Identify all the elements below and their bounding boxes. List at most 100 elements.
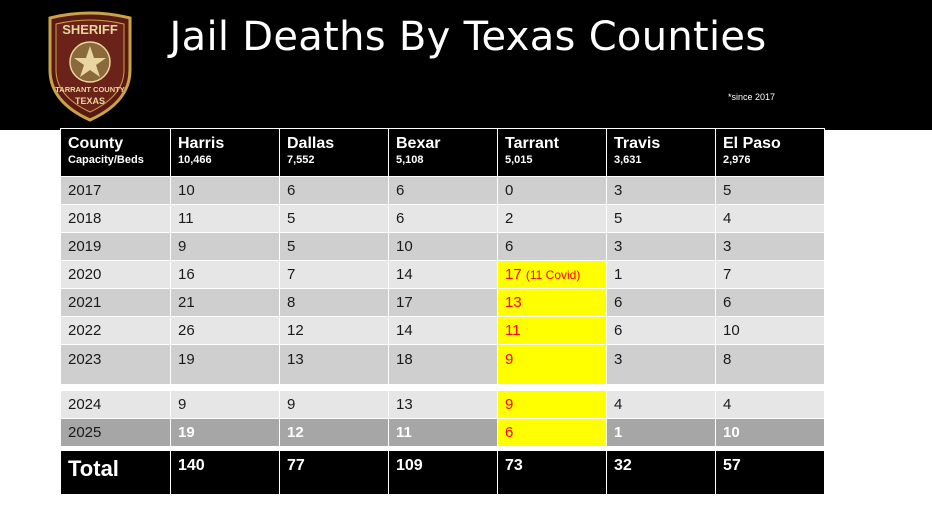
value-cell: 10 [715, 418, 825, 447]
value-cell: 3 [606, 232, 716, 261]
value-cell: 10 [715, 316, 825, 345]
jail-deaths-table: County Capacity/Beds Harris 10,466 Dallas 7… [60, 128, 825, 495]
value-cell: 9 [170, 390, 280, 419]
page-title: Jail Deaths By Texas Counties [169, 14, 767, 60]
tarrant-highlight-cell: 11 [497, 316, 607, 345]
total-cell: 140 [170, 450, 280, 495]
value-cell: 6 [388, 204, 498, 233]
value-cell: 12 [279, 418, 389, 447]
tarrant-highlight-cell: 17 (11 Covid) [497, 260, 607, 289]
header-banner: SHERIFF TARRANT COUNTY TEXAS Jail Deaths… [0, 0, 932, 130]
table-row: 2021 21 8 17 13 6 6 [60, 288, 825, 317]
svg-text:TEXAS: TEXAS [75, 96, 105, 106]
table-row: 2019 9 5 10 6 3 3 [60, 232, 825, 261]
header-cell-dallas: Dallas 7,552 [279, 128, 389, 177]
row-spacer [60, 384, 825, 391]
since-note: *since 2017 [728, 92, 776, 102]
value-cell: 1 [606, 260, 716, 289]
value-cell: 21 [170, 288, 280, 317]
value-cell: 26 [170, 316, 280, 345]
table-row: 2022 26 12 14 11 6 10 [60, 316, 825, 345]
value-cell: 7 [279, 260, 389, 289]
total-row: Total 140 77 109 73 32 57 [60, 450, 825, 495]
svg-text:TARRANT COUNTY: TARRANT COUNTY [55, 85, 124, 94]
value-text: 17 [505, 266, 522, 283]
value-cell: 3 [606, 344, 716, 385]
value-cell: 11 [388, 418, 498, 447]
header-cell-harris: Harris 10,466 [170, 128, 280, 177]
year-cell: 2024 [60, 390, 171, 419]
value-cell: 4 [715, 204, 825, 233]
value-cell: 1 [606, 418, 716, 447]
year-cell: 2025 [60, 418, 171, 447]
table-row: 2017 10 6 6 0 3 5 [60, 176, 825, 205]
value-cell: 10 [170, 176, 280, 205]
value-cell: 19 [170, 344, 280, 385]
year-cell: 2020 [60, 260, 171, 289]
tarrant-highlight-cell: 9 [497, 390, 607, 419]
table-row: 2020 16 7 14 17 (11 Covid) 1 7 [60, 260, 825, 289]
table-row: 2018 11 5 6 2 5 4 [60, 204, 825, 233]
total-cell: 73 [497, 450, 607, 495]
value-cell: 6 [497, 232, 607, 261]
value-cell: 6 [388, 176, 498, 205]
value-cell: 8 [715, 344, 825, 385]
value-cell: 5 [279, 232, 389, 261]
header-row: County Capacity/Beds Harris 10,466 Dallas 7… [60, 128, 825, 177]
value-cell: 5 [606, 204, 716, 233]
tarrant-highlight-cell: 9 [497, 344, 607, 385]
covid-note: (11 Covid) [525, 268, 581, 282]
value-cell: 13 [388, 390, 498, 419]
value-cell: 8 [279, 288, 389, 317]
header-cell-el-paso: El Paso 2,976 [715, 128, 825, 177]
value-cell: 4 [606, 390, 716, 419]
header-cell-bexar: Bexar 5,108 [388, 128, 498, 177]
value-cell: 3 [606, 176, 716, 205]
value-cell: 9 [170, 232, 280, 261]
value-cell: 16 [170, 260, 280, 289]
value-cell: 17 [388, 288, 498, 317]
svg-text:SHERIFF: SHERIFF [62, 22, 118, 37]
value-cell: 11 [170, 204, 280, 233]
total-cell: 109 [388, 450, 498, 495]
value-cell: 14 [388, 316, 498, 345]
value-cell: 10 [388, 232, 498, 261]
value-cell: 6 [606, 288, 716, 317]
tarrant-highlight-cell: 6 [497, 418, 607, 447]
value-cell: 9 [279, 390, 389, 419]
total-cell: 32 [606, 450, 716, 495]
total-cell: 57 [715, 450, 825, 495]
value-cell: 2 [497, 204, 607, 233]
value-cell: 14 [388, 260, 498, 289]
year-cell: 2023 [60, 344, 171, 385]
total-label: Total [60, 450, 171, 495]
value-cell: 13 [279, 344, 389, 385]
year-cell: 2018 [60, 204, 171, 233]
value-cell: 6 [606, 316, 716, 345]
value-cell: 7 [715, 260, 825, 289]
header-cell-tarrant: Tarrant 5,015 [497, 128, 607, 177]
table-row: 2023 19 13 18 9 3 8 [60, 344, 825, 385]
row-spacer [60, 446, 825, 451]
value-cell: 5 [715, 176, 825, 205]
value-cell: 3 [715, 232, 825, 261]
year-cell: 2021 [60, 288, 171, 317]
value-cell: 4 [715, 390, 825, 419]
tarrant-highlight-cell: 13 [497, 288, 607, 317]
value-cell: 6 [279, 176, 389, 205]
total-cell: 77 [279, 450, 389, 495]
sheriff-badge-logo: SHERIFF TARRANT COUNTY TEXAS [48, 11, 132, 122]
year-cell: 2017 [60, 176, 171, 205]
year-cell: 2022 [60, 316, 171, 345]
value-cell: 19 [170, 418, 280, 447]
table-row: 2025 19 12 11 6 1 10 [60, 418, 825, 447]
year-cell: 2019 [60, 232, 171, 261]
table-row: 2024 9 9 13 9 4 4 [60, 390, 825, 419]
header-cell-travis: Travis 3,631 [606, 128, 716, 177]
header-cell-county: County Capacity/Beds [60, 128, 171, 177]
value-cell: 18 [388, 344, 498, 385]
value-cell: 6 [715, 288, 825, 317]
value-cell: 12 [279, 316, 389, 345]
value-cell: 5 [279, 204, 389, 233]
value-cell: 0 [497, 176, 607, 205]
